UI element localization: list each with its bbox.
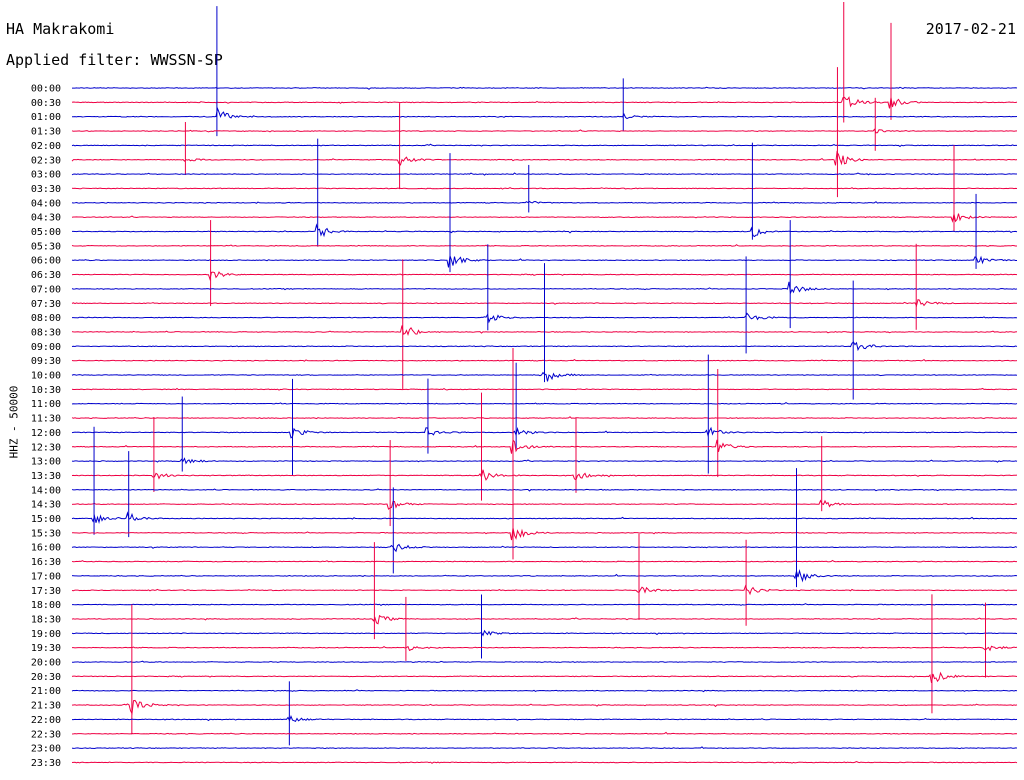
row-time-label: 10:30 bbox=[31, 385, 61, 396]
row-time-label: 13:30 bbox=[31, 471, 61, 482]
trace-line bbox=[71, 244, 1018, 247]
row-time-label: 16:00 bbox=[31, 543, 61, 554]
trace-line bbox=[71, 689, 1018, 693]
row-time-label: 15:00 bbox=[31, 514, 61, 525]
trace-line bbox=[71, 488, 1018, 492]
row-time-label: 21:30 bbox=[31, 701, 61, 712]
trace-line bbox=[71, 671, 1018, 683]
trace-line bbox=[71, 86, 1018, 90]
row-time-label: 23:30 bbox=[31, 758, 61, 769]
row-time-label: 05:30 bbox=[31, 241, 61, 252]
trace-line bbox=[71, 527, 1018, 541]
row-time-label: 09:00 bbox=[31, 342, 61, 353]
trace-line bbox=[71, 438, 1018, 454]
trace-line bbox=[71, 457, 1018, 465]
trace-line bbox=[71, 96, 1018, 109]
row-time-label: 04:30 bbox=[31, 213, 61, 224]
row-time-label: 07:00 bbox=[31, 284, 61, 295]
trace-line bbox=[71, 629, 1018, 637]
row-time-label: 14:00 bbox=[31, 485, 61, 496]
row-time-label: 02:00 bbox=[31, 141, 61, 152]
trace-line bbox=[71, 543, 1018, 553]
row-time-label: 19:00 bbox=[31, 629, 61, 640]
trace-line bbox=[71, 760, 1018, 764]
row-time-label: 22:00 bbox=[31, 715, 61, 726]
row-time-label: 18:00 bbox=[31, 600, 61, 611]
trace-line bbox=[71, 731, 1018, 735]
row-time-label: 11:00 bbox=[31, 399, 61, 410]
row-time-label: 17:30 bbox=[31, 586, 61, 597]
trace-line bbox=[71, 200, 1018, 204]
row-time-label: 03:00 bbox=[31, 170, 61, 181]
row-time-label: 19:30 bbox=[31, 643, 61, 654]
row-time-label: 05:00 bbox=[31, 227, 61, 238]
trace-line bbox=[71, 584, 1018, 596]
trace-line bbox=[71, 699, 1018, 716]
row-time-label: 02:30 bbox=[31, 155, 61, 166]
trace-line bbox=[71, 172, 1018, 176]
row-time-label: 17:00 bbox=[31, 571, 61, 582]
trace-line bbox=[71, 559, 1018, 563]
trace-line bbox=[71, 143, 1017, 148]
trace-line bbox=[71, 128, 1018, 134]
trace-line bbox=[71, 746, 1018, 750]
row-time-label: 18:30 bbox=[31, 614, 61, 625]
row-time-label: 23:00 bbox=[31, 744, 61, 755]
trace-line bbox=[71, 645, 1018, 652]
date-label: 2017-02-21 bbox=[925, 20, 1016, 38]
row-time-label: 20:30 bbox=[31, 672, 61, 683]
row-time-label: 09:30 bbox=[31, 356, 61, 367]
row-time-label: 01:00 bbox=[31, 112, 61, 123]
row-time-label: 00:00 bbox=[31, 84, 61, 95]
row-time-label: 03:30 bbox=[31, 184, 61, 195]
trace-line bbox=[71, 568, 1018, 583]
trace-line bbox=[71, 187, 1018, 190]
trace-line bbox=[71, 387, 1018, 391]
row-time-label: 22:30 bbox=[31, 729, 61, 740]
row-time-label: 12:30 bbox=[31, 442, 61, 453]
row-time-label: 06:00 bbox=[31, 256, 61, 267]
trace-line bbox=[71, 469, 1018, 481]
row-time-label: 16:30 bbox=[31, 557, 61, 568]
row-time-label: 04:00 bbox=[31, 198, 61, 209]
trace-line bbox=[71, 255, 1018, 268]
trace-line bbox=[71, 106, 1018, 120]
trace-line bbox=[71, 416, 1018, 420]
row-time-label: 14:30 bbox=[31, 500, 61, 511]
row-time-label: 06:30 bbox=[31, 270, 61, 281]
row-time-label: 00:30 bbox=[31, 98, 61, 109]
row-time-label: 10:00 bbox=[31, 371, 61, 382]
row-time-label: 07:30 bbox=[31, 299, 61, 310]
trace-line bbox=[71, 660, 1018, 663]
row-time-label: 12:00 bbox=[31, 428, 61, 439]
trace-line bbox=[71, 614, 1018, 625]
trace-line bbox=[71, 715, 1018, 723]
row-time-label: 21:00 bbox=[31, 686, 61, 697]
filter-label: Applied filter: WWSSN-SP bbox=[6, 51, 223, 69]
row-time-label: 01:30 bbox=[31, 127, 61, 138]
row-time-label: 11:30 bbox=[31, 414, 61, 425]
trace-line bbox=[71, 401, 1018, 405]
trace-line bbox=[71, 499, 1018, 510]
trace-line bbox=[71, 150, 1018, 166]
row-time-label: 13:00 bbox=[31, 457, 61, 468]
trace-line bbox=[71, 511, 1018, 524]
trace-line bbox=[71, 223, 1018, 238]
trace-line bbox=[71, 603, 1018, 607]
row-time-label: 08:00 bbox=[31, 313, 61, 324]
row-time-label: 08:30 bbox=[31, 327, 61, 338]
trace-line bbox=[71, 426, 1018, 439]
trace-line bbox=[71, 213, 1018, 223]
row-time-label: 15:30 bbox=[31, 528, 61, 539]
row-time-label: 20:00 bbox=[31, 658, 61, 669]
station-name: HA Makrakomi bbox=[6, 20, 115, 38]
